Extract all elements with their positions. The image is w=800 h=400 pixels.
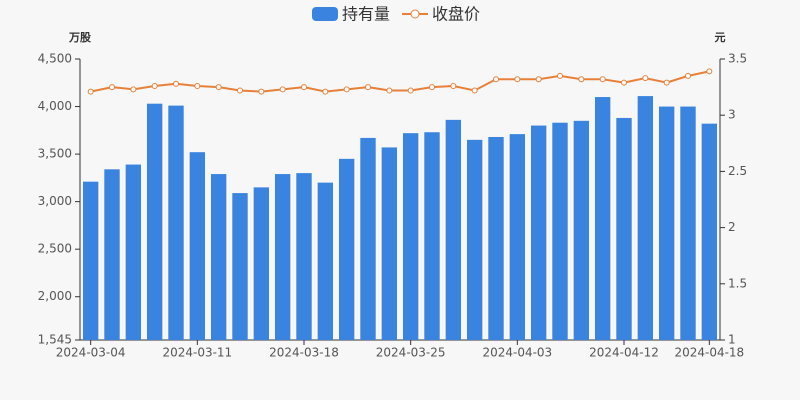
point bbox=[599, 76, 606, 83]
bar bbox=[573, 120, 590, 341]
y-tick-label: 4,000 bbox=[38, 99, 72, 113]
y2-tick-label: 3 bbox=[728, 108, 736, 122]
y-tick-label: 4,500 bbox=[38, 52, 72, 66]
y-axis-unit: 万股 bbox=[68, 31, 92, 44]
y-tick-label: 3,500 bbox=[38, 147, 72, 161]
bar bbox=[82, 181, 99, 340]
bar bbox=[104, 169, 120, 340]
point bbox=[663, 79, 670, 86]
bar bbox=[488, 136, 504, 340]
x-tick-label: 2024-03-04 bbox=[56, 346, 126, 360]
x-tick-label: 2024-04-18 bbox=[674, 346, 744, 360]
bar bbox=[210, 174, 227, 340]
y2-tick-label: 3.5 bbox=[728, 52, 747, 66]
bar bbox=[466, 139, 483, 340]
bar bbox=[146, 103, 163, 340]
legend-label: 收盘价 bbox=[432, 5, 480, 24]
x-tick-label: 2024-03-25 bbox=[376, 346, 446, 360]
point bbox=[173, 80, 179, 87]
point bbox=[642, 75, 649, 82]
point bbox=[514, 76, 521, 83]
bar bbox=[616, 117, 632, 340]
line bbox=[90, 70, 710, 93]
bar bbox=[125, 164, 142, 340]
bar bbox=[424, 132, 440, 340]
legend-swatch bbox=[410, 9, 420, 19]
bar bbox=[701, 123, 718, 340]
bar bbox=[530, 125, 547, 340]
x-tick-label: 2024-03-18 bbox=[269, 346, 339, 360]
bar bbox=[637, 96, 654, 340]
point bbox=[450, 82, 457, 89]
legend-label: 持有量 bbox=[342, 5, 390, 24]
point bbox=[685, 72, 691, 79]
bar bbox=[232, 193, 248, 340]
y-tick-label: 2,500 bbox=[38, 242, 72, 256]
bar bbox=[552, 122, 568, 341]
y2-tick-label: 2.5 bbox=[728, 164, 747, 178]
bar bbox=[402, 133, 419, 340]
point bbox=[301, 84, 307, 91]
point bbox=[130, 86, 137, 93]
x-tick-label: 2024-04-12 bbox=[589, 346, 659, 360]
point bbox=[279, 86, 286, 93]
point bbox=[365, 84, 371, 91]
legend-swatch bbox=[312, 7, 338, 21]
point bbox=[215, 84, 222, 91]
point bbox=[706, 68, 713, 75]
point bbox=[471, 87, 478, 94]
point bbox=[343, 86, 350, 93]
bar bbox=[189, 152, 206, 340]
x-tick-label: 2024-04-03 bbox=[482, 346, 552, 360]
point bbox=[109, 84, 115, 91]
bar bbox=[509, 134, 526, 340]
point bbox=[322, 88, 329, 95]
y2-tick-label: 1 bbox=[728, 333, 736, 347]
point bbox=[194, 82, 201, 89]
point bbox=[578, 76, 585, 83]
point bbox=[493, 76, 499, 83]
y-tick-label: 1,545 bbox=[38, 333, 72, 347]
bar bbox=[680, 106, 696, 340]
y-tick-label: 3,000 bbox=[38, 194, 72, 208]
bar bbox=[445, 119, 462, 340]
y-tick-label: 2,000 bbox=[38, 289, 72, 303]
bar bbox=[317, 182, 334, 340]
x-tick-label: 2024-03-11 bbox=[162, 346, 232, 360]
bar bbox=[658, 106, 675, 340]
point bbox=[237, 87, 243, 94]
point bbox=[557, 72, 563, 79]
bar bbox=[274, 174, 291, 340]
y2-tick-label: 2 bbox=[728, 220, 736, 234]
point bbox=[151, 82, 158, 89]
point bbox=[407, 87, 414, 94]
point bbox=[621, 79, 627, 86]
bar bbox=[168, 105, 184, 340]
point bbox=[535, 76, 542, 83]
bar bbox=[253, 187, 270, 340]
bar bbox=[360, 137, 376, 340]
point bbox=[87, 88, 94, 95]
bar bbox=[381, 147, 398, 340]
bar bbox=[296, 173, 312, 340]
point bbox=[258, 88, 265, 95]
y2-tick-label: 1.5 bbox=[728, 276, 747, 290]
y2-axis-unit: 元 bbox=[715, 31, 726, 44]
point bbox=[386, 87, 393, 94]
point bbox=[429, 84, 435, 91]
bar bbox=[594, 97, 611, 340]
bar bbox=[338, 158, 355, 340]
